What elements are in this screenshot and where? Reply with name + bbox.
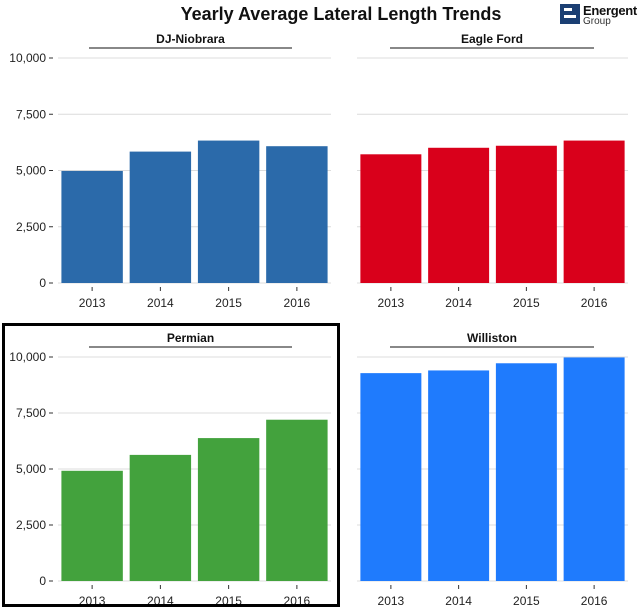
x-tick-label: 2013 <box>378 594 405 608</box>
y-tick-label: 7,500 <box>16 107 46 121</box>
x-tick-label: 2013 <box>79 296 106 310</box>
y-tick-label: 0 <box>39 276 46 290</box>
facet-title: Williston <box>467 331 517 345</box>
bar <box>129 454 192 581</box>
bar <box>61 470 123 581</box>
x-tick-label: 2014 <box>147 296 174 310</box>
bar <box>360 373 422 581</box>
facet-title: Eagle Ford <box>461 32 523 46</box>
y-tick-label: 10,000 <box>9 350 46 364</box>
bar <box>266 419 328 581</box>
facet-title: DJ-Niobrara <box>156 32 225 46</box>
bar <box>495 145 557 283</box>
bar <box>266 146 328 283</box>
x-tick-label: 2016 <box>284 296 311 310</box>
bar <box>61 170 123 283</box>
chart-title: Yearly Average Lateral Length Trends <box>180 4 502 24</box>
x-tick-label: 2015 <box>513 594 540 608</box>
facet-title: Permian <box>167 331 214 345</box>
bar <box>197 140 260 283</box>
y-tick-label: 2,500 <box>16 220 46 234</box>
logo-name: Energent <box>583 3 637 18</box>
energent-logo: Energent Group <box>560 3 640 30</box>
x-tick-label: 2016 <box>581 296 608 310</box>
logo-mark-icon <box>560 4 580 24</box>
x-tick-label: 2014 <box>445 296 472 310</box>
y-tick-label: 5,000 <box>16 164 46 178</box>
bar <box>428 370 490 581</box>
bar <box>129 151 192 283</box>
bar <box>428 147 490 283</box>
y-tick-label: 7,500 <box>16 406 46 420</box>
x-tick-label: 2015 <box>215 296 242 310</box>
bar <box>563 140 625 283</box>
y-tick-label: 5,000 <box>16 462 46 476</box>
x-tick-label: 2015 <box>513 296 540 310</box>
bar <box>197 438 260 581</box>
permian-highlight-frame <box>2 323 340 607</box>
x-tick-label: 2013 <box>378 296 405 310</box>
y-tick-label: 0 <box>39 574 46 588</box>
bar <box>360 154 422 283</box>
y-tick-label: 10,000 <box>9 51 46 65</box>
x-tick-label: 2014 <box>445 594 472 608</box>
y-tick-label: 2,500 <box>16 518 46 532</box>
bar <box>495 363 557 581</box>
x-tick-label: 2016 <box>581 594 608 608</box>
bar <box>563 357 625 581</box>
logo-sub: Group <box>583 16 611 27</box>
